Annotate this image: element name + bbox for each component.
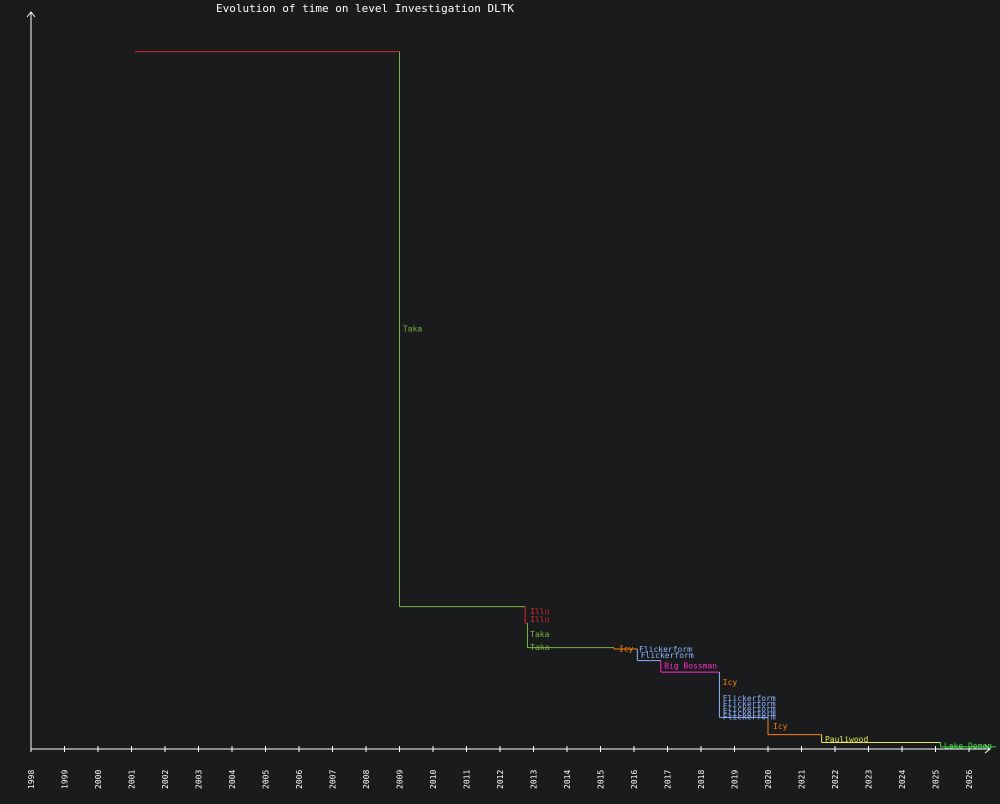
- x-tick-label: 2013: [530, 770, 539, 789]
- x-tick-label: 2009: [396, 770, 405, 789]
- x-tick-label: 2006: [295, 770, 304, 789]
- record-holder-label: Lake Demon: [944, 741, 992, 750]
- x-tick-label: 2011: [463, 770, 472, 789]
- record-holder-label: Icy: [773, 722, 788, 731]
- x-tick-label: 2001: [128, 770, 137, 789]
- x-tick-label: 2021: [798, 770, 807, 789]
- x-tick-label: 2018: [697, 770, 706, 789]
- record-holder-label: Pauliwood: [825, 735, 869, 744]
- record-holder-label: Flickerform: [639, 645, 692, 654]
- record-holder-label: Flickerform: [641, 651, 694, 660]
- x-tick-label: 2005: [262, 770, 271, 789]
- x-tick-label: 2014: [563, 770, 572, 789]
- chart-title: Evolution of time on level Investigation…: [216, 2, 514, 15]
- x-tick-label: 2019: [731, 770, 740, 789]
- x-tick-label: 2012: [496, 770, 505, 789]
- x-tick-label: 2002: [161, 770, 170, 789]
- x-tick-label: 2025: [932, 770, 941, 789]
- x-tick-label: 2023: [865, 770, 874, 789]
- x-tick-label: 2016: [630, 770, 639, 789]
- x-tick-label: 2024: [898, 770, 907, 789]
- x-tick-label: 1999: [61, 770, 70, 789]
- record-holder-label: Flickerform: [723, 705, 776, 714]
- record-holder-label: Icy: [619, 644, 634, 653]
- record-holder-label: Taka: [530, 643, 549, 652]
- x-tick-label: 2020: [764, 770, 773, 789]
- record-holder-label: Flickerform: [723, 713, 776, 722]
- record-holder-label: Taka: [530, 630, 549, 639]
- record-holder-label: Big Bossman: [664, 662, 717, 671]
- record-holder-label: Flickerform: [723, 709, 776, 718]
- x-tick-label: 2026: [965, 770, 974, 789]
- chart-axes: [26, 11, 991, 754]
- x-tick-label: 2003: [195, 770, 204, 789]
- x-tick-label: 2008: [362, 770, 371, 789]
- x-tick-label: 2015: [597, 770, 606, 789]
- x-tick-label: 2022: [831, 770, 840, 789]
- record-holder-label: Illu: [530, 607, 549, 616]
- record-holder-label: Flickerform: [723, 700, 776, 709]
- record-holder-label: Flickerform: [723, 694, 776, 703]
- x-tick-label: 1998: [27, 770, 36, 789]
- record-holder-label: Icy: [723, 678, 738, 687]
- x-axis-ticks: 1998 1999 2000 2001 2002 2003 2004 2005 2006 2007…: [27, 746, 974, 789]
- x-tick-label: 2007: [329, 770, 338, 789]
- record-step-series: [134, 51, 996, 748]
- x-tick-label: 2010: [429, 770, 438, 789]
- x-tick-label: 2000: [94, 770, 103, 789]
- record-holder-label: Taka: [403, 324, 422, 333]
- x-tick-label: 2017: [664, 770, 673, 789]
- record-holder-label: Illu: [530, 615, 549, 624]
- y-axis-arrow: [26, 11, 36, 18]
- x-axis-arrow: [984, 744, 991, 754]
- x-tick-label: 2004: [228, 770, 237, 789]
